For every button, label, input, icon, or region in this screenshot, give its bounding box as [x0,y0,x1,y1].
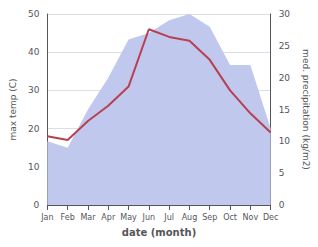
svg-text:Jun: Jun [142,213,156,222]
svg-text:Jan: Jan [40,213,53,222]
svg-text:15: 15 [279,105,290,115]
svg-text:5: 5 [279,168,285,178]
svg-text:med. precipitation (kg/m2): med. precipitation (kg/m2) [301,49,311,170]
svg-text:Mar: Mar [80,213,96,222]
svg-text:Oct: Oct [223,213,237,222]
svg-text:Apr: Apr [101,213,116,222]
svg-text:10: 10 [28,162,40,172]
svg-text:May: May [120,213,137,222]
svg-text:30: 30 [279,9,291,19]
svg-text:Dec: Dec [263,213,278,222]
svg-text:Aug: Aug [182,213,198,222]
svg-text:0: 0 [34,200,40,210]
svg-text:40: 40 [28,47,40,57]
svg-text:25: 25 [279,41,290,51]
svg-text:Sep: Sep [202,213,217,222]
svg-text:20: 20 [28,124,40,134]
svg-text:0: 0 [279,200,285,210]
svg-text:date (month): date (month) [122,227,196,238]
svg-text:Nov: Nov [243,213,259,222]
svg-text:50: 50 [28,9,40,19]
svg-text:max temp (C): max temp (C) [8,78,18,140]
svg-text:10: 10 [279,136,291,146]
svg-text:20: 20 [279,73,291,83]
svg-text:Jul: Jul [163,213,174,222]
svg-text:30: 30 [28,85,40,95]
svg-text:Feb: Feb [61,213,75,222]
